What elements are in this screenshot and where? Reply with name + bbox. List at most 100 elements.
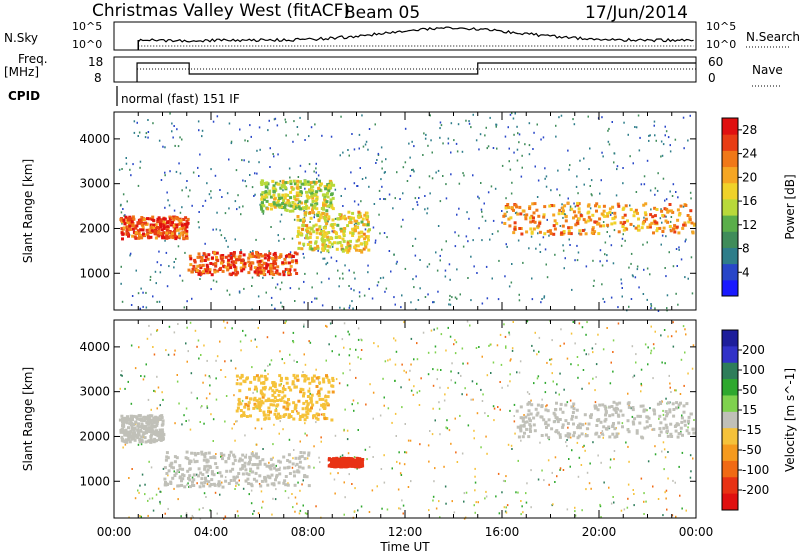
echo-cell — [324, 187, 328, 191]
echo-point — [445, 349, 447, 352]
echo-cell — [624, 204, 628, 208]
echo-point — [437, 225, 440, 227]
echo-point — [212, 279, 215, 282]
echo-point — [205, 397, 208, 400]
echo-point — [292, 506, 294, 509]
echo-point — [385, 158, 387, 161]
echo-cell — [319, 387, 323, 391]
echo-cell — [238, 457, 242, 461]
echo-point — [662, 143, 665, 146]
echo-point — [440, 369, 442, 371]
echo-point — [612, 351, 614, 353]
echo-cell — [258, 409, 262, 412]
echo-point — [462, 362, 464, 365]
echo-cell — [668, 410, 672, 414]
echo-point — [334, 492, 336, 495]
echo-cell — [183, 222, 187, 226]
echo-cell — [147, 236, 151, 240]
echo-cell — [333, 241, 336, 245]
echo-cell — [174, 237, 178, 241]
echo-cell — [353, 226, 357, 230]
echo-cell — [264, 266, 268, 270]
echo-cell — [264, 477, 268, 481]
echo-point — [609, 458, 612, 461]
echo-point — [284, 322, 286, 324]
echo-cell — [133, 224, 137, 228]
colorbar-swatch — [722, 411, 738, 429]
noise-left-label: N.Sky — [4, 31, 38, 45]
echo-point — [377, 152, 380, 155]
echo-cell — [633, 210, 637, 214]
echo-cell — [358, 458, 362, 462]
echo-cell — [126, 225, 130, 229]
echo-cell — [258, 474, 262, 478]
echo-cell — [293, 202, 297, 206]
echo-cell — [321, 248, 325, 252]
echo-point — [325, 324, 327, 327]
echo-point — [559, 344, 562, 347]
echo-cell — [132, 217, 136, 221]
echo-cell — [331, 218, 335, 222]
echo-point — [522, 261, 524, 264]
echo-cell — [188, 467, 192, 471]
echo-cell — [548, 229, 552, 233]
echo-point — [635, 353, 637, 356]
echo-point — [611, 212, 614, 214]
echo-point — [435, 507, 438, 510]
echo-point — [505, 214, 507, 217]
echo-cell — [304, 201, 307, 205]
echo-point — [448, 263, 451, 266]
echo-point — [292, 331, 295, 334]
echo-point — [473, 265, 475, 268]
echo-point — [275, 464, 277, 467]
echo-cell — [310, 247, 314, 251]
echo-cell — [582, 218, 586, 222]
echo-point — [360, 200, 362, 203]
echo-point — [334, 188, 337, 191]
echo-point — [465, 491, 468, 494]
echo-point — [509, 168, 512, 171]
echo-cell — [197, 272, 201, 276]
echo-cell — [289, 190, 293, 194]
echo-cell — [267, 263, 271, 267]
echo-point — [159, 271, 162, 274]
echo-point — [353, 510, 356, 513]
echo-cell — [204, 479, 208, 483]
echo-point — [276, 283, 279, 286]
echo-cell — [159, 222, 163, 226]
echo-point — [351, 300, 353, 303]
echo-cell — [275, 269, 279, 273]
echo-point — [422, 331, 425, 334]
echo-cell — [536, 226, 540, 230]
echo-cell — [153, 232, 157, 236]
echo-point — [675, 191, 677, 193]
echo-point — [271, 513, 273, 516]
echo-point — [287, 204, 289, 207]
echo-cell — [516, 425, 520, 429]
echo-point — [418, 390, 421, 393]
echo-point — [174, 349, 176, 352]
echo-point — [310, 126, 313, 129]
echo-cell — [597, 205, 601, 209]
echo-cell — [676, 218, 680, 222]
echo-cell — [517, 435, 521, 439]
x-axis-label: Time UT — [379, 540, 430, 554]
echo-point — [564, 257, 566, 260]
echo-cell — [284, 261, 288, 265]
echo-point — [236, 420, 238, 423]
echo-cell — [252, 255, 255, 258]
echo-point — [455, 341, 458, 344]
echo-point — [557, 169, 559, 172]
echo-point — [243, 287, 245, 290]
echo-cell — [272, 193, 276, 197]
echo-cell — [209, 456, 213, 460]
echo-cell — [325, 232, 329, 236]
echo-point — [622, 167, 624, 169]
echo-point — [255, 238, 257, 241]
echo-point — [663, 448, 666, 451]
echo-point — [168, 204, 171, 207]
echo-point — [400, 225, 403, 228]
echo-point — [678, 465, 680, 468]
echo-cell — [248, 458, 252, 461]
echo-point — [339, 455, 342, 458]
